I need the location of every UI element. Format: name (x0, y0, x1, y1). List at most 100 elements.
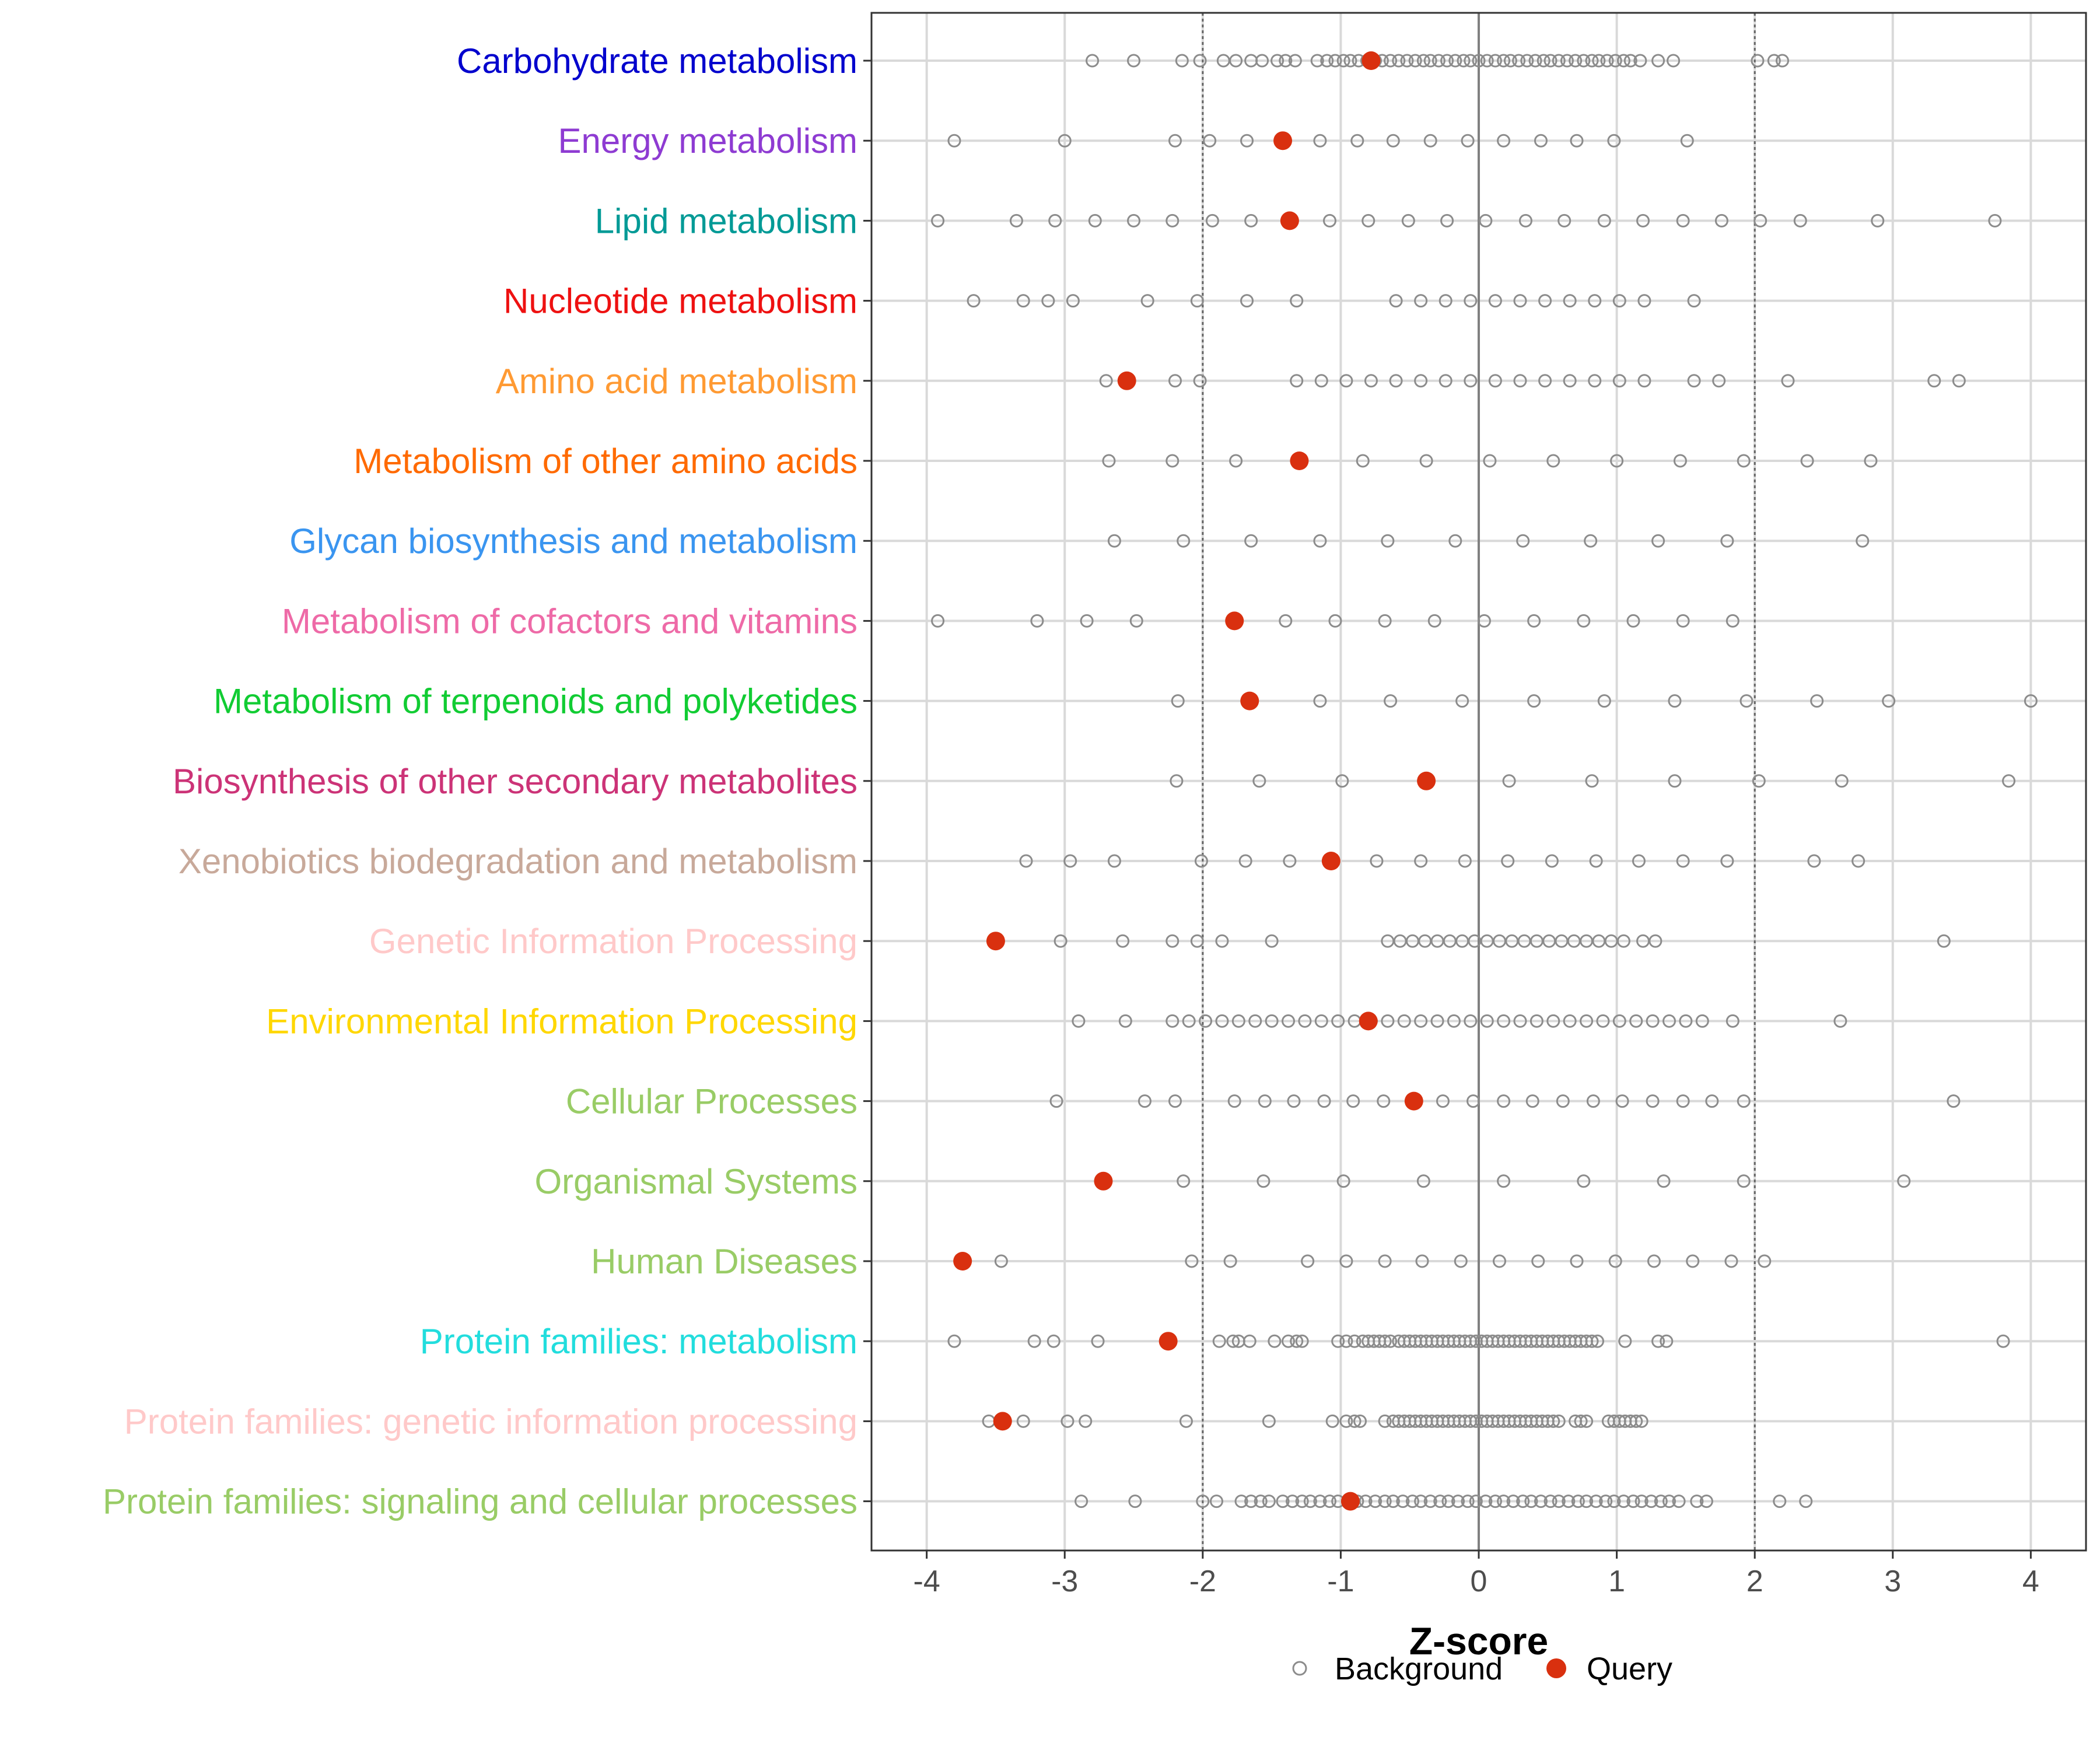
background-point (1464, 374, 1478, 388)
background-point (1242, 1334, 1256, 1348)
background-point (1419, 454, 1433, 468)
background-point (1177, 534, 1191, 548)
background-point (1416, 1174, 1430, 1188)
category-label: Metabolism of other amino acids (354, 442, 858, 481)
background-point (1194, 854, 1208, 868)
category-label: Human Diseases (591, 1242, 858, 1281)
background-point (1726, 614, 1740, 628)
background-point (1597, 694, 1611, 708)
background-point (1712, 374, 1726, 388)
background-point (1118, 1014, 1132, 1028)
background-point (1607, 134, 1621, 148)
background-point (1767, 54, 1781, 68)
category-label: Metabolism of cofactors and vitamins (282, 601, 858, 640)
legend: Background Query (1292, 1651, 1672, 1686)
background-point (1586, 1094, 1600, 1108)
background-point (1538, 374, 1552, 388)
background-point (1313, 1494, 1327, 1508)
background-point (1041, 294, 1055, 308)
background-point (1229, 454, 1243, 468)
background-point (1282, 1014, 1296, 1028)
x-tick-label: 3 (1884, 1564, 1901, 1598)
query-point (1094, 1171, 1113, 1191)
background-point (1513, 294, 1527, 308)
background-point (1288, 54, 1302, 68)
background-point (1440, 214, 1454, 228)
background-point (1168, 374, 1182, 388)
background-point (1632, 854, 1646, 868)
background-point (1060, 1414, 1074, 1428)
background-point (1754, 214, 1768, 228)
background-point (1580, 1014, 1594, 1028)
reference-lines (1202, 13, 1756, 1550)
background-point (1433, 1494, 1447, 1508)
background-point (1381, 1014, 1395, 1028)
background-point (1451, 1494, 1465, 1508)
background-point (1503, 54, 1517, 68)
background-point (1348, 1414, 1362, 1428)
background-point (1552, 1494, 1566, 1508)
background-point (1314, 1014, 1328, 1028)
background-point (1287, 1094, 1301, 1108)
background-point (1464, 54, 1478, 68)
background-point (1362, 214, 1376, 228)
background-point (1634, 1494, 1648, 1508)
background-point (1282, 1334, 1296, 1348)
background-point (1168, 134, 1182, 148)
background-point (1563, 374, 1577, 388)
background-point (1882, 694, 1896, 708)
background-point (1577, 1174, 1591, 1188)
background-point (1255, 54, 1269, 68)
x-tick-label: -2 (1189, 1564, 1216, 1598)
background-point (1244, 214, 1258, 228)
background-point (1714, 214, 1728, 228)
background-point (1027, 1334, 1041, 1348)
query-point (1359, 1012, 1378, 1031)
background-point (1414, 1494, 1428, 1508)
background-point (1552, 54, 1566, 68)
background-point (1290, 1334, 1304, 1348)
background-point (1350, 134, 1364, 148)
background-point (1833, 1014, 1847, 1028)
background-point (1502, 774, 1516, 788)
background-point (1464, 294, 1478, 308)
background-point (1469, 1494, 1483, 1508)
background-point (1254, 1494, 1268, 1508)
category-label: Lipid metabolism (595, 201, 858, 240)
background-point (1648, 934, 1662, 948)
background-point (1336, 54, 1350, 68)
background-point (1107, 854, 1121, 868)
background-point (1623, 54, 1637, 68)
background-point (1339, 1334, 1353, 1348)
background-point (967, 294, 981, 308)
background-point (1179, 1414, 1193, 1428)
background-point (1303, 1494, 1317, 1508)
query-point (993, 1412, 1012, 1431)
background-point (1175, 54, 1189, 68)
background-point (931, 214, 945, 228)
background-point (2002, 774, 2016, 788)
legend-query-label: Query (1587, 1651, 1672, 1686)
background-point (1430, 1014, 1444, 1028)
background-point (1370, 854, 1384, 868)
background-point (1322, 1494, 1336, 1508)
background-point (1384, 54, 1398, 68)
background-point (1427, 614, 1441, 628)
background-point (1401, 214, 1415, 228)
background-point (1676, 614, 1690, 628)
background-point (1651, 534, 1665, 548)
background-point (1432, 54, 1446, 68)
background-point (1988, 214, 2002, 228)
background-point (1492, 1254, 1506, 1268)
background-point (1616, 1494, 1630, 1508)
background-point (1585, 1334, 1599, 1348)
background-point (1852, 854, 1866, 868)
background-point (1457, 54, 1471, 68)
background-point (1570, 134, 1584, 148)
background-point (1479, 214, 1493, 228)
background-point (1392, 54, 1406, 68)
background-point (1545, 854, 1559, 868)
background-point (1166, 454, 1180, 468)
background-point (1436, 1094, 1450, 1108)
background-point (1686, 1254, 1700, 1268)
